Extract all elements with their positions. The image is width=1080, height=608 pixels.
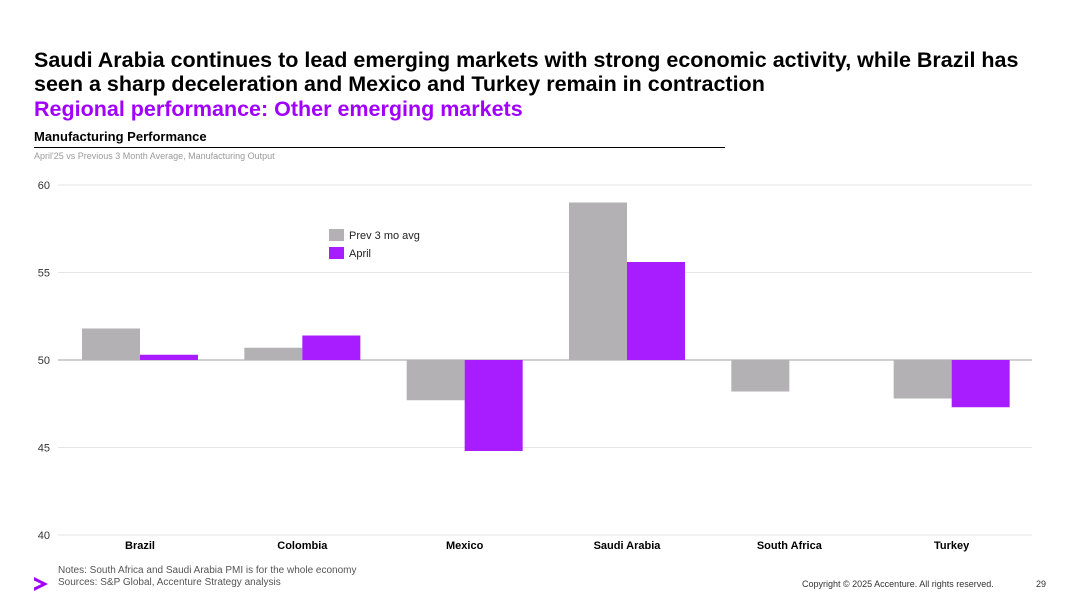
y-tick-label: 55 <box>38 268 50 280</box>
x-category-label: Turkey <box>934 540 970 552</box>
subheadline: Regional performance: Other emerging mar… <box>34 97 523 121</box>
bar-prev-brazil <box>82 328 140 360</box>
bar-prev-mexico <box>406 360 465 401</box>
bar-prev-colombia <box>244 347 303 360</box>
legend-swatch-april <box>329 247 344 259</box>
legend-swatch-prev <box>329 229 344 241</box>
x-category-label: Saudi Arabia <box>594 540 662 552</box>
legend-label-april: April <box>349 248 371 260</box>
y-tick-label: 50 <box>38 355 50 367</box>
headline: Saudi Arabia continues to lead emerging … <box>34 48 1019 96</box>
bar-april-turkey <box>951 360 1010 408</box>
x-category-label: Mexico <box>446 540 484 552</box>
bar-prev-saudi-arabia <box>569 202 627 360</box>
legend-label-prev: Prev 3 mo avg <box>349 230 420 242</box>
sources-text: Sources: S&P Global, Accenture Strategy … <box>58 577 281 588</box>
chart-subtitle: April'25 vs Previous 3 Month Average, Ma… <box>34 151 275 161</box>
y-tick-label: 45 <box>38 443 50 455</box>
chart-title-rule <box>34 147 725 148</box>
bar-prev-south-africa <box>731 360 790 392</box>
notes-text: Notes: South Africa and Saudi Arabia PMI… <box>58 565 357 576</box>
bar-april-brazil <box>140 354 198 360</box>
accenture-logo-icon <box>34 577 48 591</box>
bar-prev-turkey <box>893 360 952 399</box>
bar-april-colombia <box>302 335 361 360</box>
footer-notes: Notes: South Africa and Saudi Arabia PMI… <box>58 565 357 589</box>
x-category-label: South Africa <box>757 540 823 552</box>
page-number: 29 <box>1036 579 1047 589</box>
y-tick-label: 40 <box>38 530 50 542</box>
y-tick-label: 60 <box>38 180 50 192</box>
x-category-label: Brazil <box>125 540 155 552</box>
bar-april-saudi-arabia <box>627 262 685 360</box>
x-category-label: Colombia <box>277 540 328 552</box>
bar-april-mexico <box>464 360 523 451</box>
bar-chart: 40 45 50 55 60 Brazil Colombia Mexico Saudi Arab… <box>38 180 1032 552</box>
chart-title: Manufacturing Performance <box>34 129 207 144</box>
copyright: Copyright © 2025 Accenture. All rights r… <box>802 579 994 589</box>
